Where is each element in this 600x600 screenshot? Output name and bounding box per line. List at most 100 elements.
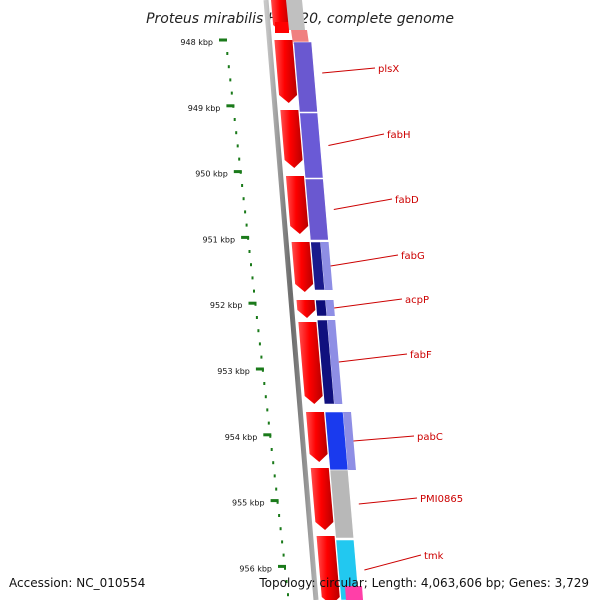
- scale-dot: [273, 474, 276, 478]
- gene-callout-line: [333, 198, 393, 210]
- scale-dot: [285, 580, 288, 583]
- scale-dot: [242, 197, 245, 201]
- scale-dot: [260, 355, 263, 359]
- gene-feature: [320, 242, 333, 290]
- scale-dot: [257, 329, 260, 333]
- scale-dot: [241, 184, 244, 187]
- forward-cds-arrow: [316, 536, 340, 600]
- gene-feature: [325, 300, 335, 316]
- scale-dot: [236, 144, 239, 148]
- forward-cds-track: [271, 0, 340, 600]
- gene-label: fabG: [401, 251, 425, 262]
- scale-dot: [238, 157, 241, 161]
- scale-dot: [258, 342, 261, 346]
- gene-label: PMI0865: [420, 494, 463, 505]
- scale-dot: [282, 553, 285, 557]
- scale-dot: [284, 566, 286, 570]
- scale-major-tick: [233, 170, 242, 174]
- scale-dot: [229, 78, 232, 82]
- gene-feature: [345, 586, 363, 600]
- scale-dot: [230, 91, 233, 95]
- gene-feature-fabh: [299, 112, 324, 179]
- scale-dot: [244, 210, 247, 214]
- scale-tick-label: 954 kbp: [225, 433, 258, 442]
- gene-label: acpP: [405, 295, 429, 306]
- scale-dot: [266, 408, 269, 412]
- scale-tick-label: 950 kbp: [195, 170, 228, 179]
- gene-track: plsX fabH fabD fabG acpP fabF pabC PMI0865 tmk: [286, 0, 463, 600]
- forward-cds-arrow: [280, 110, 303, 168]
- scale-tick-label: 951 kbp: [202, 235, 235, 244]
- scale-dot: [245, 223, 248, 227]
- gene-callout-line: [322, 67, 376, 74]
- scale-dot: [270, 448, 273, 451]
- scale-dot: [263, 382, 266, 385]
- scale-dot: [267, 421, 270, 425]
- scale-dot: [253, 289, 255, 293]
- forward-cds-arrow: [291, 242, 314, 292]
- scale-tick-label: 956 kbp: [239, 564, 272, 573]
- scale-major-tick: [219, 38, 227, 42]
- scale-tick-label: 948 kbp: [180, 38, 213, 47]
- scale-major-tick: [255, 367, 264, 371]
- forward-cds-arrow: [296, 300, 316, 318]
- scale-dot: [281, 540, 284, 544]
- gene-callout-line: [353, 435, 415, 442]
- forward-cds-arrow: [274, 40, 298, 103]
- scale-major-tick: [270, 499, 279, 503]
- scale-dot: [255, 316, 258, 319]
- gene-label: tmk: [424, 551, 444, 562]
- gene-callout-line: [358, 497, 418, 505]
- scale-dot: [278, 514, 281, 517]
- backbone-line: [263, 0, 319, 600]
- scale-major-tick: [241, 235, 250, 239]
- scale-dot: [272, 461, 275, 465]
- gene-feature-plsx: [293, 41, 318, 113]
- gene-feature: [343, 412, 356, 470]
- scale-dot: [279, 527, 282, 531]
- gene-label: fabD: [395, 195, 419, 206]
- scale-dot: [275, 487, 278, 491]
- scale-major-tick: [278, 564, 286, 568]
- gene-callout-line: [330, 254, 399, 267]
- gene-callout-line: [364, 554, 422, 571]
- scale-major-tick: [248, 301, 257, 305]
- scale-dot: [248, 250, 251, 253]
- genome-summary-text: Topology: circular; Length: 4,063,606 bp…: [258, 576, 589, 590]
- scale-tick-label: 953 kbp: [217, 367, 250, 376]
- scale-dot: [251, 276, 254, 280]
- gene-callout-line: [328, 133, 385, 146]
- gene-label: fabF: [410, 350, 432, 361]
- scale-dot: [250, 263, 252, 267]
- forward-cds-arrow: [285, 176, 309, 234]
- scale-dot: [233, 118, 236, 121]
- forward-cds-arrow: [306, 412, 328, 462]
- gene-label: pabC: [417, 432, 443, 443]
- gene-feature: [327, 320, 343, 404]
- scale-dot: [226, 52, 229, 55]
- scale-tick-label: 955 kbp: [232, 499, 265, 508]
- scale-tick-label: 949 kbp: [188, 104, 221, 113]
- forward-cds-arrow: [310, 468, 334, 530]
- gene-callout-line: [334, 298, 403, 309]
- scale-dot: [287, 593, 289, 597]
- scale-major-tick: [226, 104, 235, 108]
- scale-dot: [276, 500, 279, 504]
- scale-dot: [235, 131, 238, 135]
- scale-dot: [264, 395, 267, 399]
- scale-tick-label: 952 kbp: [210, 301, 243, 310]
- forward-cds-arrow: [275, 22, 289, 33]
- gene-label: fabH: [387, 130, 411, 141]
- scale-dot: [227, 65, 230, 69]
- gene-feature-acpp: [315, 299, 328, 317]
- forward-cds-arrow: [298, 322, 323, 404]
- gene-callout-line: [338, 353, 408, 363]
- accession-text: Accession: NC_010554: [9, 576, 145, 590]
- gene-feature: [286, 0, 305, 30]
- gene-feature: [291, 30, 309, 44]
- gene-feature-pmi0865: [329, 469, 355, 539]
- gene-label: plsX: [378, 64, 399, 75]
- gene-feature-fabd: [304, 178, 329, 241]
- gene-feature-tmk: [335, 539, 360, 600]
